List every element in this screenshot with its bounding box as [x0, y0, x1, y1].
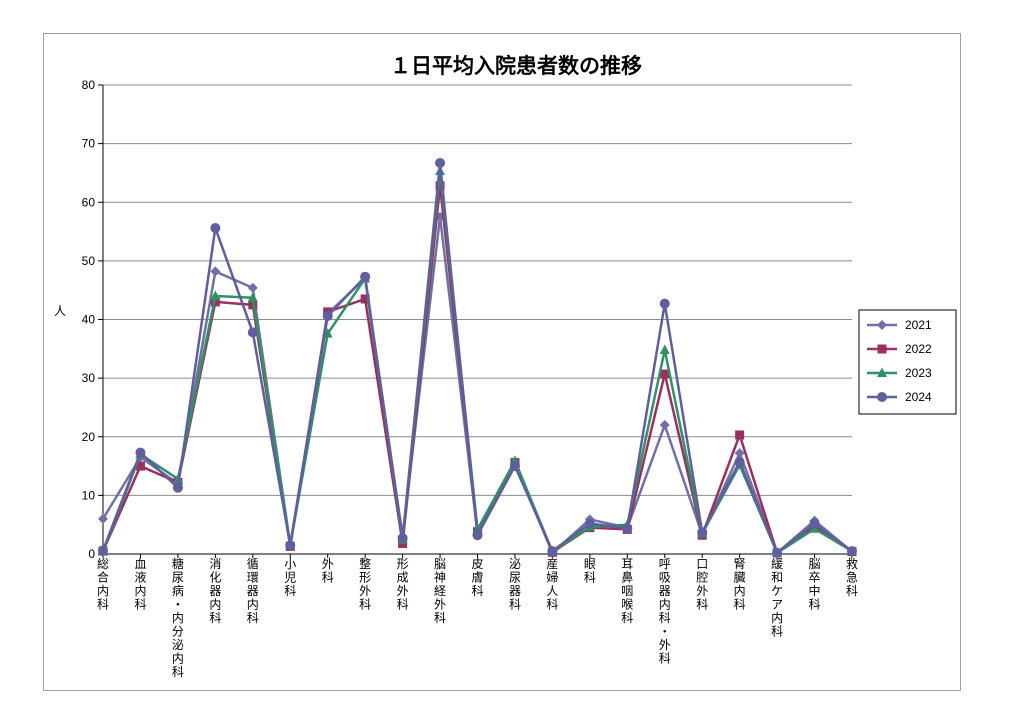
x-tick-label: 腎臓内科 [734, 557, 746, 612]
data-point [659, 420, 670, 431]
x-tick-label: 泌尿器科 [509, 557, 521, 612]
data-point [210, 290, 221, 301]
data-point [135, 447, 146, 458]
x-tick-label: 総合内科 [97, 557, 109, 612]
series-line-2022 [101, 184, 853, 555]
data-point [660, 369, 670, 379]
series-2021 [98, 211, 857, 558]
y-tick-label: 40 [82, 313, 96, 327]
legend: 2021 2022 2023 2024 [858, 309, 957, 415]
x-tick-label: 皮膚科 [471, 557, 483, 598]
x-tick-label: 外科 [322, 557, 334, 585]
legend-item: 2022 [867, 342, 932, 356]
legend-label: 2021 [905, 318, 932, 332]
y-tick-label: 70 [82, 137, 96, 151]
data-point [247, 282, 258, 293]
data-point [435, 181, 445, 191]
x-tick-label: 耳鼻咽喉科 [621, 557, 633, 625]
y-tick-label: 80 [82, 78, 96, 92]
data-point [360, 294, 370, 304]
x-tick-label: 整形外科 [359, 556, 371, 612]
data-point [360, 271, 371, 282]
data-point [734, 456, 745, 467]
y-tick-label: 0 [88, 547, 95, 561]
x-tick-label: 呼吸器内科・外科 [659, 557, 671, 666]
y-tick-label: 50 [82, 254, 96, 268]
x-tick-label: 眼科 [584, 557, 596, 585]
data-point [435, 157, 446, 168]
legend-label: 2022 [905, 342, 932, 356]
x-tick-label: 糖尿病・内分泌内科 [172, 556, 184, 679]
data-point [659, 344, 670, 354]
data-point [172, 473, 183, 483]
data-point [584, 518, 595, 529]
x-tick-label: 形成外科 [397, 557, 409, 612]
data-point [135, 461, 145, 471]
x-tick-label: 救急科 [846, 556, 858, 598]
series-line-2024 [101, 161, 853, 555]
y-tick-label: 20 [82, 430, 96, 444]
chart-title: １日平均入院患者数の推移 [390, 54, 642, 78]
data-point [472, 530, 483, 541]
x-tick-label: 口腔外科 [696, 557, 708, 612]
data-point [397, 533, 408, 544]
data-point [547, 546, 558, 557]
x-tick-label: 小児科 [284, 557, 296, 598]
x-tick-label: 循環器内科 [247, 557, 259, 625]
x-tick-label: 脳神経外科 [434, 557, 446, 625]
x-tick-label: 脳卒中科 [809, 557, 821, 612]
data-point [509, 461, 520, 472]
series-2023 [98, 165, 857, 557]
data-point [98, 513, 108, 524]
data-point [847, 546, 857, 557]
series-lines [98, 157, 857, 558]
data-point [172, 482, 183, 493]
data-point [247, 292, 258, 302]
data-point [697, 527, 708, 538]
data-point [622, 523, 633, 534]
legend-item: 2023 [867, 366, 932, 380]
legend-marker [877, 320, 887, 330]
series-2024 [98, 157, 857, 558]
legend-item: 2024 [867, 390, 932, 404]
data-point [809, 518, 820, 529]
chart-frame: １日平均入院患者数の推移 0 10 20 30 40 50 60 70 80 人 総合内科 血液内… [43, 33, 961, 691]
legend-label: 2024 [905, 390, 932, 404]
data-point [322, 310, 333, 321]
y-tick-label: 60 [82, 195, 96, 209]
series-2022 [98, 181, 857, 558]
data-point [734, 448, 745, 459]
legend-marker [877, 367, 887, 377]
x-tick-label: 血液内科 [134, 557, 146, 612]
data-point [210, 223, 221, 234]
x-tick-label: 消化器内科 [209, 557, 221, 625]
legend-item: 2021 [867, 318, 932, 332]
data-point [98, 545, 108, 556]
x-tick-label: 産婦人科 [546, 556, 558, 612]
data-point [659, 298, 670, 309]
data-point [772, 547, 783, 558]
y-tick-label: 10 [82, 488, 96, 502]
data-point [285, 540, 296, 551]
line-chart: １日平均入院患者数の推移 0 10 20 30 40 50 60 70 80 人 総合内科 血液内… [54, 54, 957, 679]
data-point [247, 327, 258, 338]
data-point [735, 430, 745, 440]
x-axis-categories: 総合内科 血液内科 糖尿病・内分泌内科 消化器内科 循環器内科 小児科 外科 整形外科 形成外科… [97, 554, 858, 679]
legend-marker [877, 392, 887, 402]
legend-marker [877, 344, 887, 354]
y-axis-label: 人 [54, 304, 66, 318]
legend-label: 2023 [905, 366, 932, 380]
y-tick-label: 30 [82, 371, 96, 385]
data-point [210, 266, 221, 277]
y-axis-ticks: 0 10 20 30 40 50 60 70 80 [82, 78, 103, 561]
x-tick-label: 緩和ケア内科 [771, 557, 783, 639]
